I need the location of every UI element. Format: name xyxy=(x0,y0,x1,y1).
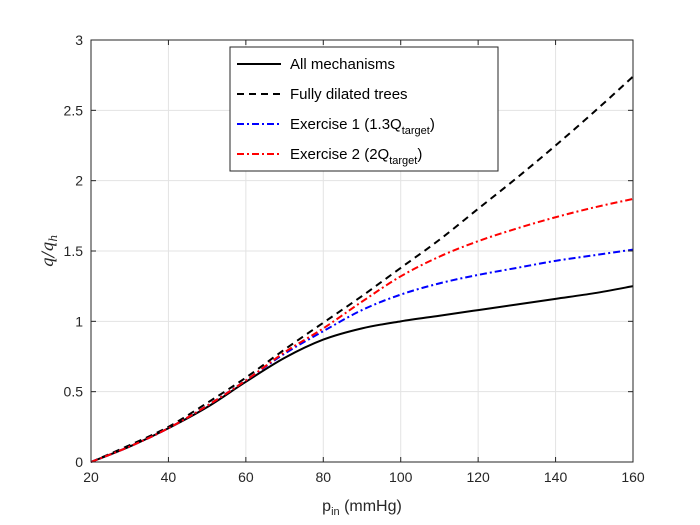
series-layer xyxy=(90,75,634,463)
x-tick-label: 40 xyxy=(161,469,177,485)
y-tick-label: 2 xyxy=(75,173,83,189)
legend-label-exercise-1-1-3qtarget: Exercise 1 (1.3Qtarget) xyxy=(290,116,435,137)
x-tick-label: 100 xyxy=(389,469,413,485)
y-axis-label: q/qh xyxy=(38,235,60,268)
y-tick-label: 0 xyxy=(75,454,83,470)
y-tick-label: 3 xyxy=(75,32,83,48)
series-line-exercise-1-1-3qtarget xyxy=(90,248,634,463)
legend-label-exercise-2-2qtarget: Exercise 2 (2Qtarget) xyxy=(290,146,422,167)
series-line-exercise-2-2qtarget xyxy=(90,197,634,463)
legend: All mechanisms Fully dilated trees Exercis… xyxy=(229,46,499,172)
legend-box xyxy=(229,46,499,172)
series-line-fully-dilated-trees xyxy=(90,75,634,463)
y-tick-label: 1 xyxy=(75,313,83,329)
axis-ticks: 20 40 60 80 100 120 140 160 0 0.5 1 1.5 2 2.5 3 xyxy=(64,32,645,485)
x-tick-label: 60 xyxy=(238,469,254,485)
y-tick-label: 2.5 xyxy=(64,102,84,118)
legend-label-fully-dilated-trees: Fully dilated trees xyxy=(290,86,408,103)
x-tick-label: 140 xyxy=(544,469,568,485)
x-tick-label: 160 xyxy=(621,469,645,485)
x-tick-label: 20 xyxy=(83,469,99,485)
y-tick-label: 1.5 xyxy=(64,243,84,259)
legend-label-all-mechanisms: All mechanisms xyxy=(290,56,395,73)
x-tick-label: 120 xyxy=(466,469,490,485)
x-tick-label: 80 xyxy=(315,469,331,485)
series-line-all-mechanisms xyxy=(90,285,634,463)
y-tick-label: 0.5 xyxy=(64,384,84,400)
x-axis-label: pin (mmHg) xyxy=(322,498,402,518)
